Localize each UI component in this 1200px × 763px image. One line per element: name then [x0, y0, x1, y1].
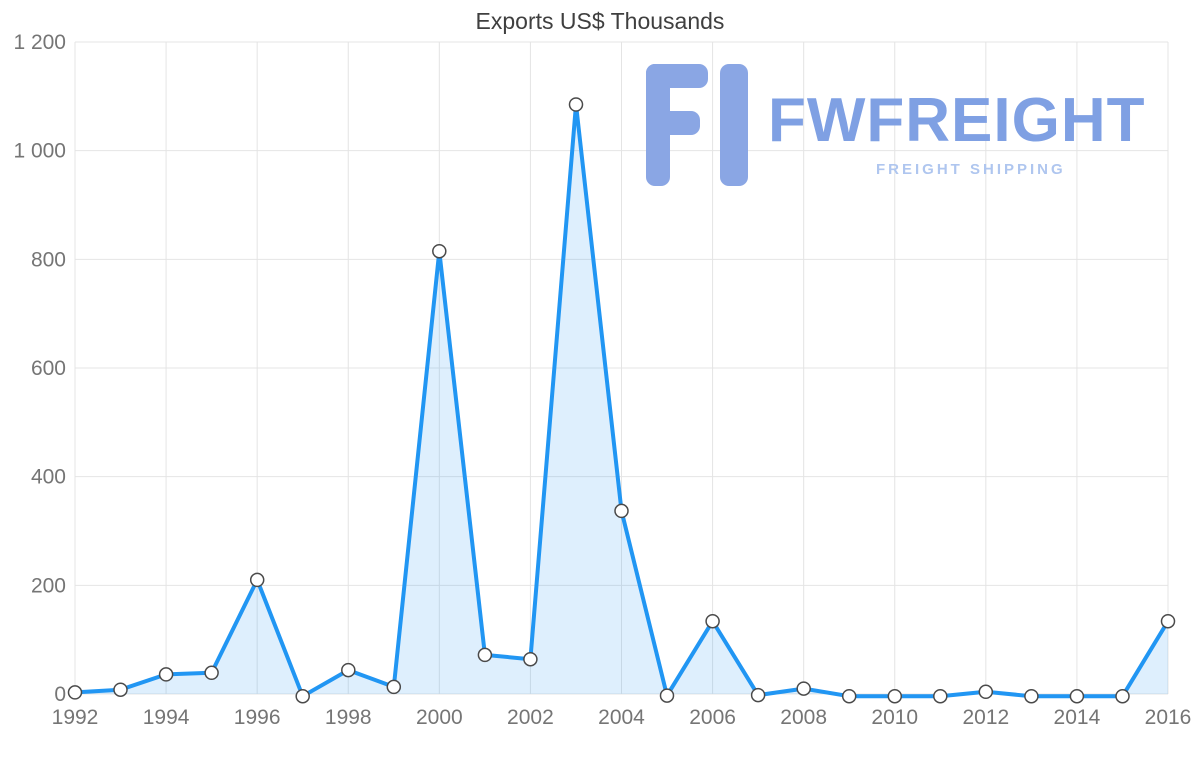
- x-axis-tick-label: 2010: [871, 706, 918, 729]
- data-point-2011: [933, 688, 948, 704]
- watermark-brand: FWFREIGHT: [768, 86, 1146, 155]
- data-point-2000: [432, 243, 447, 259]
- data-point-1997: [295, 688, 310, 704]
- data-point-2004: [614, 503, 629, 519]
- y-axis-tick-label: 200: [31, 574, 66, 597]
- y-axis-tick-label: 800: [31, 248, 66, 271]
- series-area: [75, 104, 1168, 697]
- x-axis-tick-label: 1998: [325, 706, 372, 729]
- x-axis-tick-label: 2002: [507, 706, 554, 729]
- data-point-1993: [113, 682, 128, 697]
- x-axis-tick-label: 2006: [689, 706, 736, 729]
- chart-title: Exports US$ Thousands: [475, 8, 725, 34]
- x-axis-tick-label: 2000: [416, 706, 463, 729]
- data-point-2005: [659, 688, 675, 703]
- data-point-1999: [386, 679, 402, 695]
- y-axis-tick-label: 0: [54, 683, 66, 706]
- data-point-2006: [705, 613, 720, 629]
- data-point-1998: [341, 662, 356, 678]
- y-axis-tick-label: 400: [31, 466, 66, 489]
- data-point-2014: [1069, 688, 1085, 704]
- data-point-2016: [1160, 613, 1176, 629]
- x-axis-tick-label: 2012: [962, 706, 1009, 729]
- data-point-2015: [1115, 688, 1130, 704]
- data-point-2013: [1024, 688, 1039, 704]
- x-axis-tick-label: 1996: [234, 706, 281, 729]
- data-point-2002: [523, 651, 538, 667]
- watermark: FWFREIGHT FREIGHT SHIPPING: [646, 64, 1146, 186]
- y-axis-tick-label: 1 200: [13, 31, 66, 54]
- data-point-2007: [750, 687, 766, 703]
- x-axis-tick-label: 2008: [780, 706, 827, 729]
- y-axis-tick-label: 1 000: [13, 140, 66, 163]
- fwfreight-logo-icon: [646, 64, 748, 186]
- x-axis-tick-label: 2016: [1145, 706, 1192, 729]
- x-axis-tick-label: 2014: [1054, 706, 1101, 729]
- data-point-2010: [887, 688, 903, 704]
- x-axis-tick-label: 2004: [598, 706, 645, 729]
- data-point-2009: [841, 688, 857, 704]
- data-point-1995: [204, 665, 219, 681]
- data-point-2003: [568, 97, 584, 112]
- watermark-tagline: FREIGHT SHIPPING: [876, 161, 1066, 178]
- data-point-2008: [796, 681, 811, 696]
- watermark-text: FWFREIGHT FREIGHT SHIPPING: [768, 64, 1146, 179]
- data-point-2001: [477, 647, 493, 663]
- x-axis-tick-label: 1994: [143, 706, 190, 729]
- data-point-1994: [158, 667, 174, 682]
- data-point-2012: [978, 684, 994, 700]
- data-point-1992: [67, 685, 83, 700]
- y-axis-tick-label: 600: [31, 357, 66, 380]
- data-point-1996: [249, 572, 265, 588]
- x-axis-tick-label: 1992: [52, 706, 99, 729]
